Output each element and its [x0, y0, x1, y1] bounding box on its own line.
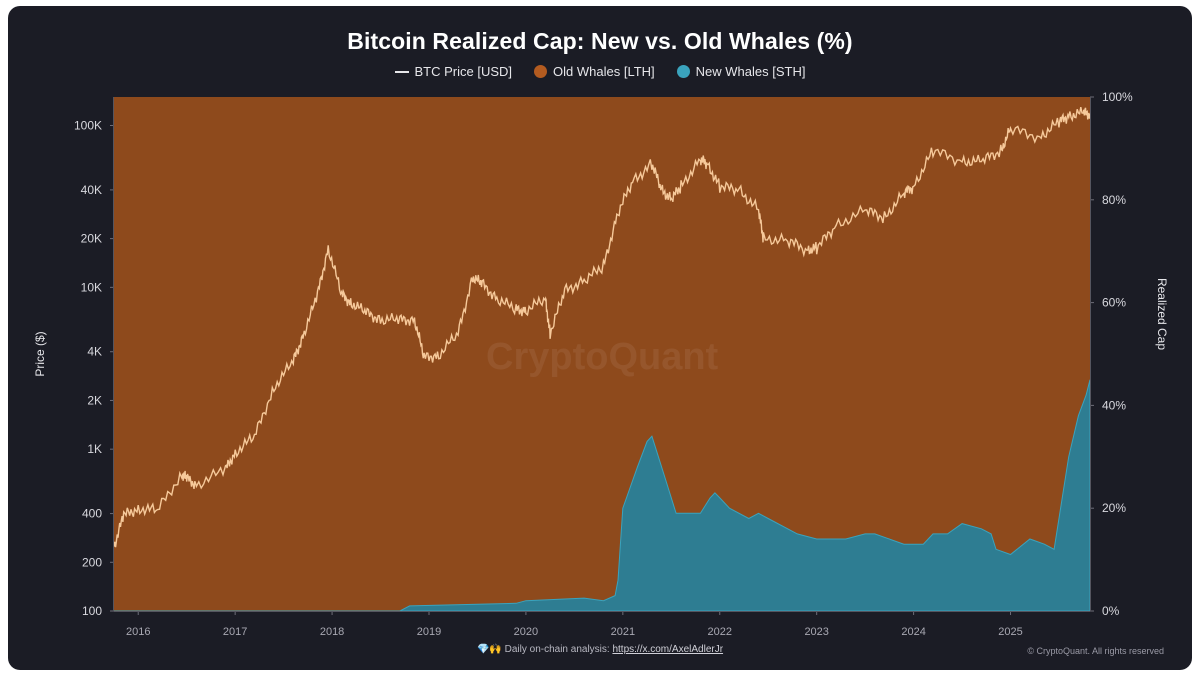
chart-svg: 100 200 400 1K 2K 4K 10K 20K 40K 100K 0% 20% 40% 60% 8… — [33, 90, 1169, 638]
legend: BTC Price [USD] Old Whales [LTH] New Wha… — [8, 64, 1192, 79]
y-left-tick-label: 1K — [87, 442, 102, 456]
x-tick-label: 2017 — [223, 626, 247, 638]
y-left-tick-label: 2K — [87, 393, 102, 407]
chart-frame: 100 200 400 1K 2K 4K 10K 20K 40K 100K 0% 20% 40% 60% 8… — [8, 6, 1192, 670]
footer-link[interactable]: https://x.com/AxelAdlerJr — [612, 644, 724, 655]
x-tick-label: 2025 — [998, 626, 1022, 638]
x-tick-label: 2020 — [514, 626, 538, 638]
btc-price-line — [113, 106, 1091, 548]
x-tick-label: 2022 — [708, 626, 732, 638]
y-right-tick-label: 80% — [1102, 193, 1126, 207]
legend-line-swatch — [394, 70, 409, 73]
y-left-tick-label: 100 — [82, 604, 102, 618]
legend-item-price[interactable]: BTC Price [USD] — [394, 64, 513, 79]
new-whales-area — [114, 379, 1091, 612]
y-left-axis-title: Price ($) — [33, 331, 47, 376]
diamond-hands-icon: 💎🙌 — [476, 644, 502, 655]
chart-title: Bitcoin Realized Cap: New vs. Old Whales… — [347, 28, 853, 54]
legend-item-old-whales[interactable]: Old Whales [LTH] — [534, 64, 655, 79]
legend-dot-swatch — [534, 65, 548, 78]
x-tick-label: 2016 — [126, 626, 150, 638]
legend-item-new-whales[interactable]: New Whales [STH] — [676, 64, 806, 79]
footer-text: Daily on-chain analysis: — [504, 644, 613, 655]
x-tick-label: 2018 — [320, 626, 344, 638]
legend-label: New Whales [STH] — [695, 64, 806, 79]
y-left-tick-label: 400 — [82, 507, 102, 521]
x-tick-label: 2024 — [901, 626, 925, 638]
x-tick-label: 2019 — [417, 626, 441, 638]
footer: 💎🙌 Daily on-chain analysis: https://x.co… — [8, 644, 1192, 655]
copyright: © CryptoQuant. All rights reserved — [1027, 646, 1164, 656]
y-right-tick-label: 60% — [1102, 296, 1126, 310]
y-right-tick-label: 0% — [1102, 604, 1120, 618]
y-left-tick-label: 4K — [87, 345, 102, 359]
x-tick-label: 2023 — [804, 626, 828, 638]
y-right-tick-label: 20% — [1102, 501, 1126, 515]
y-right-tick-label: 100% — [1102, 90, 1133, 104]
y-right-axis-title: Realized Cap — [1155, 278, 1169, 350]
legend-label: Old Whales [LTH] — [553, 64, 655, 79]
y-right-tick-label: 40% — [1102, 398, 1126, 412]
y-left-tick-label: 10K — [81, 280, 102, 294]
y-left-tick-label: 40K — [81, 183, 102, 197]
watermark: CryptoQuant — [486, 336, 719, 378]
legend-dot-swatch — [676, 65, 690, 78]
y-left-tick-label: 100K — [74, 118, 102, 132]
old-whales-area — [114, 97, 1090, 611]
legend-label: BTC Price [USD] — [414, 64, 513, 79]
y-left-tick-label: 20K — [81, 232, 102, 246]
x-tick-label: 2021 — [611, 626, 635, 638]
y-left-tick-label: 200 — [82, 555, 102, 569]
